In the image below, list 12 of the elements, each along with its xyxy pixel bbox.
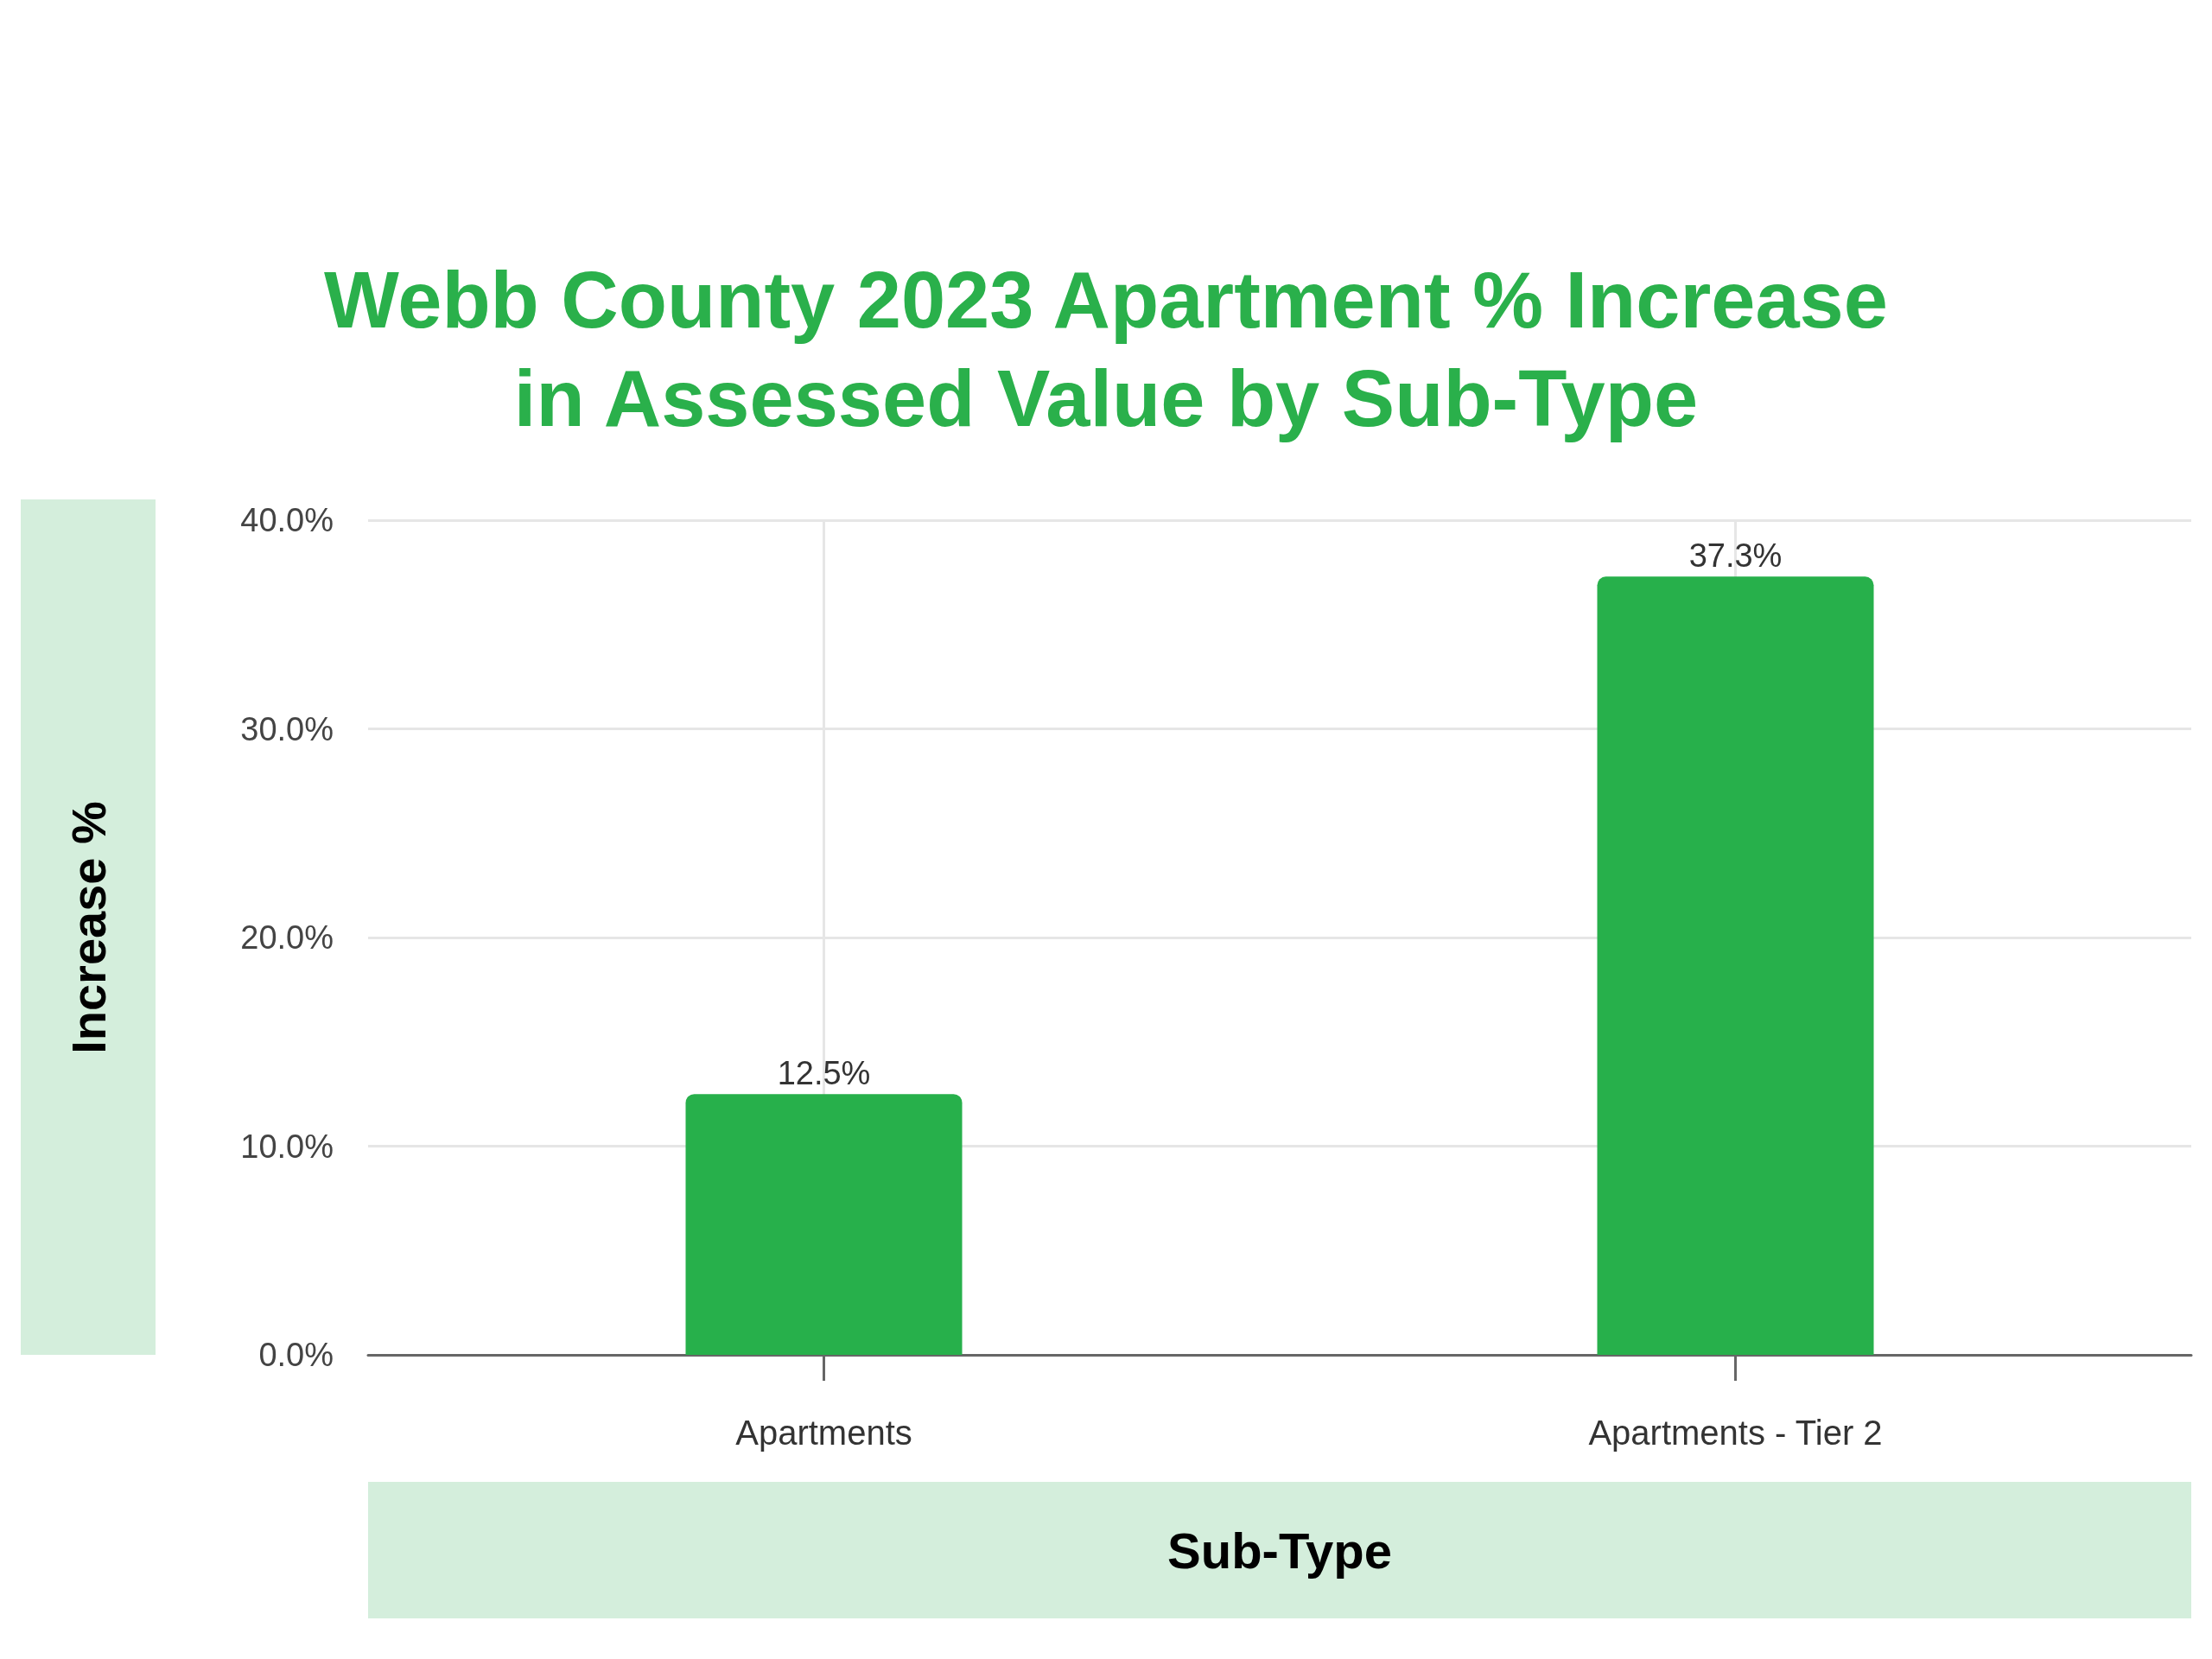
x-tick-label: Apartments - Tier 2 <box>1588 1414 1883 1452</box>
x-tick-label: Apartments <box>735 1414 912 1452</box>
chart-title: Webb County 2023 Apartment % Increase in Assessed Value by Sub-Type <box>323 255 1889 444</box>
x-axis-title: Sub-Type <box>368 1482 2191 1618</box>
y-tick-label: 0.0% <box>258 1337 334 1373</box>
y-tick-label: 40.0% <box>240 502 334 538</box>
y-tick-label: 20.0% <box>240 919 334 956</box>
data-label: 12.5% <box>777 1055 871 1092</box>
data-label: 37.3% <box>1688 537 1783 575</box>
y-tick-label: 30.0% <box>240 710 334 747</box>
y-tick-label: 10.0% <box>240 1128 334 1165</box>
y-axis-title: Increase % <box>60 800 117 1054</box>
